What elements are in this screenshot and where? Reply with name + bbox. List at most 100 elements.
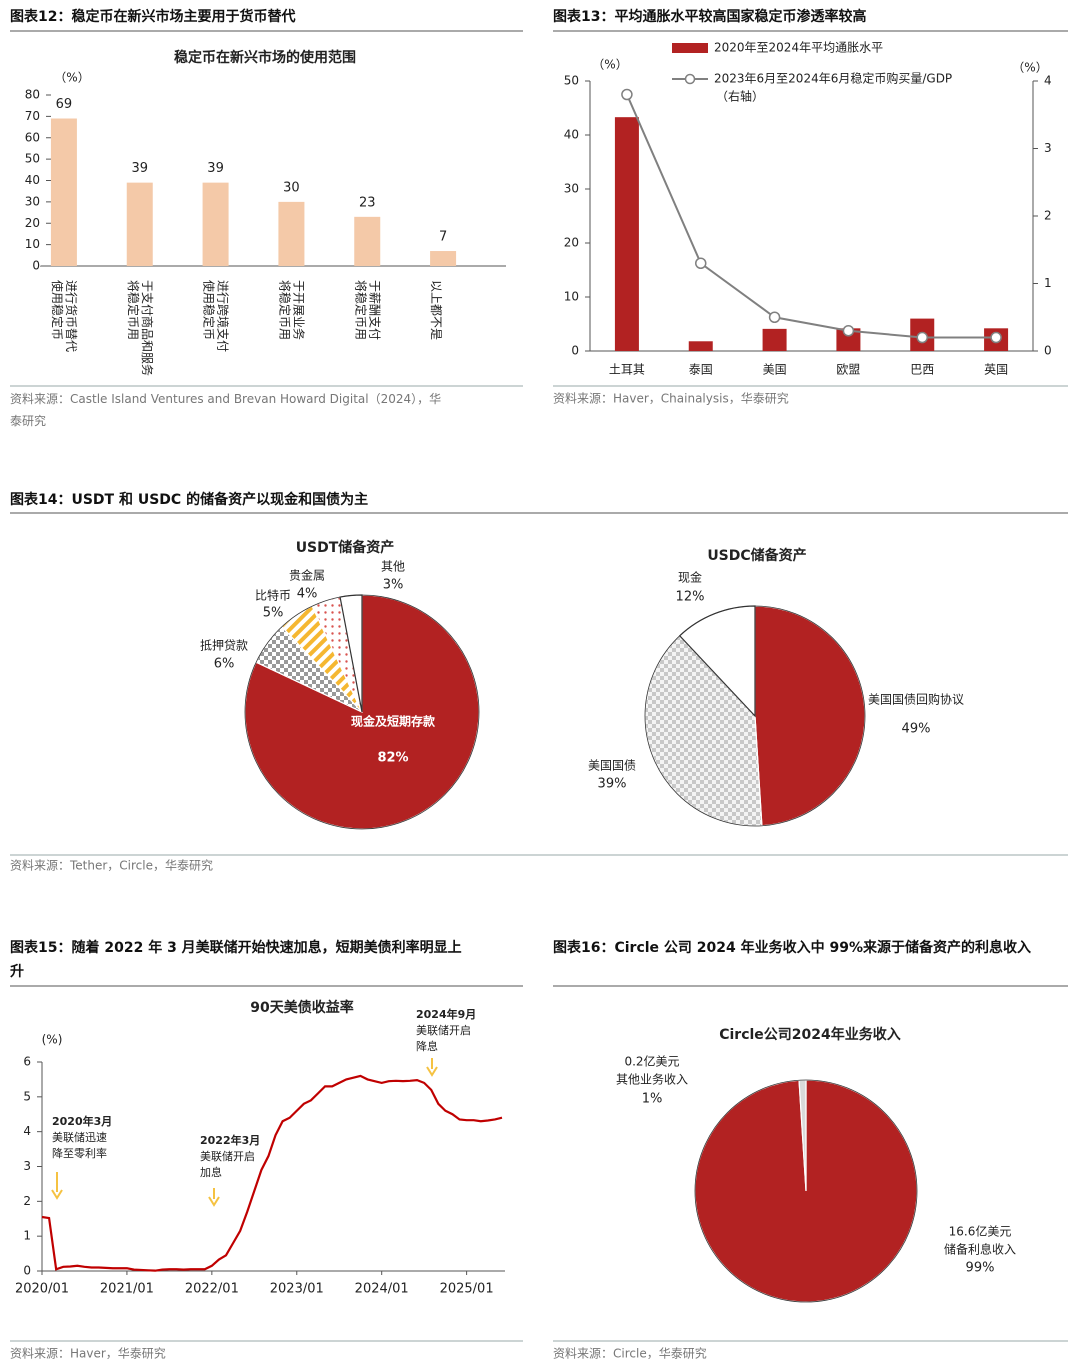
slice-label: 贵金属 <box>289 568 325 583</box>
slice-amount: 0.2亿美元 <box>624 1054 679 1069</box>
slice-value-label: 12% <box>676 590 705 605</box>
chart-title: USDT储备资产 <box>296 539 395 556</box>
y-tick-label: 70 <box>25 109 40 123</box>
y-tick-label: 1 <box>23 1229 31 1243</box>
y-tick-label: 20 <box>25 216 40 230</box>
x-tick-label: 2020/01 <box>15 1282 69 1297</box>
y-tick-label: 2 <box>23 1194 31 1208</box>
bar <box>762 328 787 351</box>
y-tick-label: 2 <box>1044 209 1052 223</box>
line-marker <box>768 311 781 323</box>
x-tick-label: 土耳其 <box>609 363 645 377</box>
slice-value-label: 49% <box>902 722 931 737</box>
y-tick-label: 30 <box>564 182 579 196</box>
x-tick-label: 2022/01 <box>185 1282 239 1297</box>
legend-label: 2020年至2024年平均通胀水平 <box>714 41 883 55</box>
figure-header: 图表13：平均通胀水平较高国家稳定币渗透率较高 <box>553 8 866 25</box>
y-tick-label: 50 <box>25 152 40 166</box>
x-tick-label: 将稳定币用于开展业务 <box>278 280 307 340</box>
annotation-arrow <box>208 1188 220 1207</box>
legend-swatch <box>672 43 708 53</box>
bar <box>688 341 713 351</box>
value-label: 7 <box>439 230 447 245</box>
y2-unit: （%） <box>1012 61 1047 75</box>
y-unit: （%） <box>54 71 89 85</box>
slice-label: 现金 <box>678 570 702 585</box>
series-line <box>41 1074 503 1272</box>
source-note: 资料来源：Haver，华泰研究 <box>10 1346 166 1361</box>
slice-value-label: 82% <box>377 751 408 766</box>
value-label: 23 <box>359 195 376 210</box>
slice-label: 现金及短期存款 <box>351 714 436 729</box>
x-tick-label: 使用稳定币进行跨境支付 <box>202 280 231 352</box>
annotation-title: 2022年3月 <box>200 1133 260 1147</box>
bar <box>50 118 77 266</box>
legend-label: 2023年6月至2024年6月稳定币购买量/GDP <box>714 71 952 86</box>
slice-value-label: 5% <box>263 606 284 621</box>
x-tick-label: 2023/01 <box>270 1282 324 1297</box>
y-tick-label: 0 <box>32 259 40 273</box>
chart-title: 稳定币在新兴市场的使用范围 <box>174 49 356 66</box>
bar <box>202 182 229 266</box>
y-tick-label: 6 <box>23 1055 31 1069</box>
slice-amount: 16.6亿美元 <box>949 1224 1012 1239</box>
y-tick-label: 40 <box>25 173 40 187</box>
y-tick-label: 0 <box>1044 344 1052 358</box>
slice-label: 其他 <box>381 560 405 574</box>
line-marker <box>916 331 928 344</box>
slice-value-label: 39% <box>598 777 627 792</box>
slice-label: 美国国债回购协议 <box>868 692 964 707</box>
figure-header: 图表12：稳定币在新兴市场主要用于货币替代 <box>10 8 295 25</box>
layout-lines <box>10 30 1068 1342</box>
series-line <box>626 94 997 339</box>
bar <box>126 182 153 266</box>
chart-title: 90天美债收益率 <box>250 999 353 1016</box>
x-tick-label: 2024/01 <box>355 1282 409 1297</box>
slice-label: 美国国债 <box>588 759 636 773</box>
pie-outline <box>644 605 866 827</box>
bar <box>836 328 861 351</box>
slice-value-label: 4% <box>297 587 318 602</box>
y-unit: (%) <box>42 1033 63 1047</box>
line-marker <box>842 325 855 337</box>
line-marker <box>695 257 707 269</box>
x-tick-label: 将稳定币用于薪酬支付 <box>354 280 382 340</box>
x-tick-label: 2021/01 <box>100 1282 154 1297</box>
annotation-text: 美联储迅速降至零利率 <box>52 1130 107 1160</box>
y-tick-label: 0 <box>23 1264 31 1278</box>
y-tick-label: 10 <box>25 237 40 251</box>
slice-value-label: 99% <box>966 1261 995 1276</box>
legend-marker <box>684 73 696 85</box>
figure-header: 图表15：随着 2022 年 3 月美联储开始快速加息，短期美债利率明显上升 <box>10 939 462 980</box>
line-marker <box>621 88 633 101</box>
figure-header: 图表16：Circle 公司 2024 年业务收入中 99%来源于储备资产的利息… <box>553 939 1031 956</box>
x-tick-label: 使用稳定币进行货币替代 <box>50 280 79 352</box>
value-label: 39 <box>207 161 224 176</box>
y-tick-label: 3 <box>23 1159 31 1173</box>
y-unit: （%） <box>592 58 627 72</box>
x-tick-label: 泰国 <box>689 363 713 377</box>
y-tick-label: 1 <box>1044 276 1052 290</box>
x-tick-label: 以上都不是 <box>430 280 444 340</box>
x-tick-label: 英国 <box>984 363 1008 377</box>
x-tick-label: 2025/01 <box>440 1282 494 1297</box>
line-marker <box>990 331 1002 344</box>
source-note: 资料来源：Tether，Circle，华泰研究 <box>10 858 213 873</box>
y-tick-label: 10 <box>564 290 579 304</box>
slice-value-label: 6% <box>214 657 235 672</box>
slice-label: 其他业务收入 <box>616 1072 688 1087</box>
y-tick-label: 80 <box>25 88 40 102</box>
annotation-title: 2024年9月 <box>416 1007 476 1021</box>
annotation-text: 美联储开启加息 <box>200 1149 255 1179</box>
bar <box>614 117 639 352</box>
annotation-arrow <box>426 1058 438 1077</box>
slice-value-label: 3% <box>383 578 404 593</box>
value-label: 39 <box>131 161 148 176</box>
bar <box>278 201 305 266</box>
y-tick-label: 3 <box>1044 141 1052 155</box>
source-note: 资料来源：Circle，华泰研究 <box>553 1346 707 1361</box>
figure-header: 图表14：USDT 和 USDC 的储备资产以现金和国债为主 <box>10 491 368 508</box>
chart-title: Circle公司2024年业务收入 <box>719 1026 901 1043</box>
y-tick-label: 4 <box>1044 74 1052 88</box>
